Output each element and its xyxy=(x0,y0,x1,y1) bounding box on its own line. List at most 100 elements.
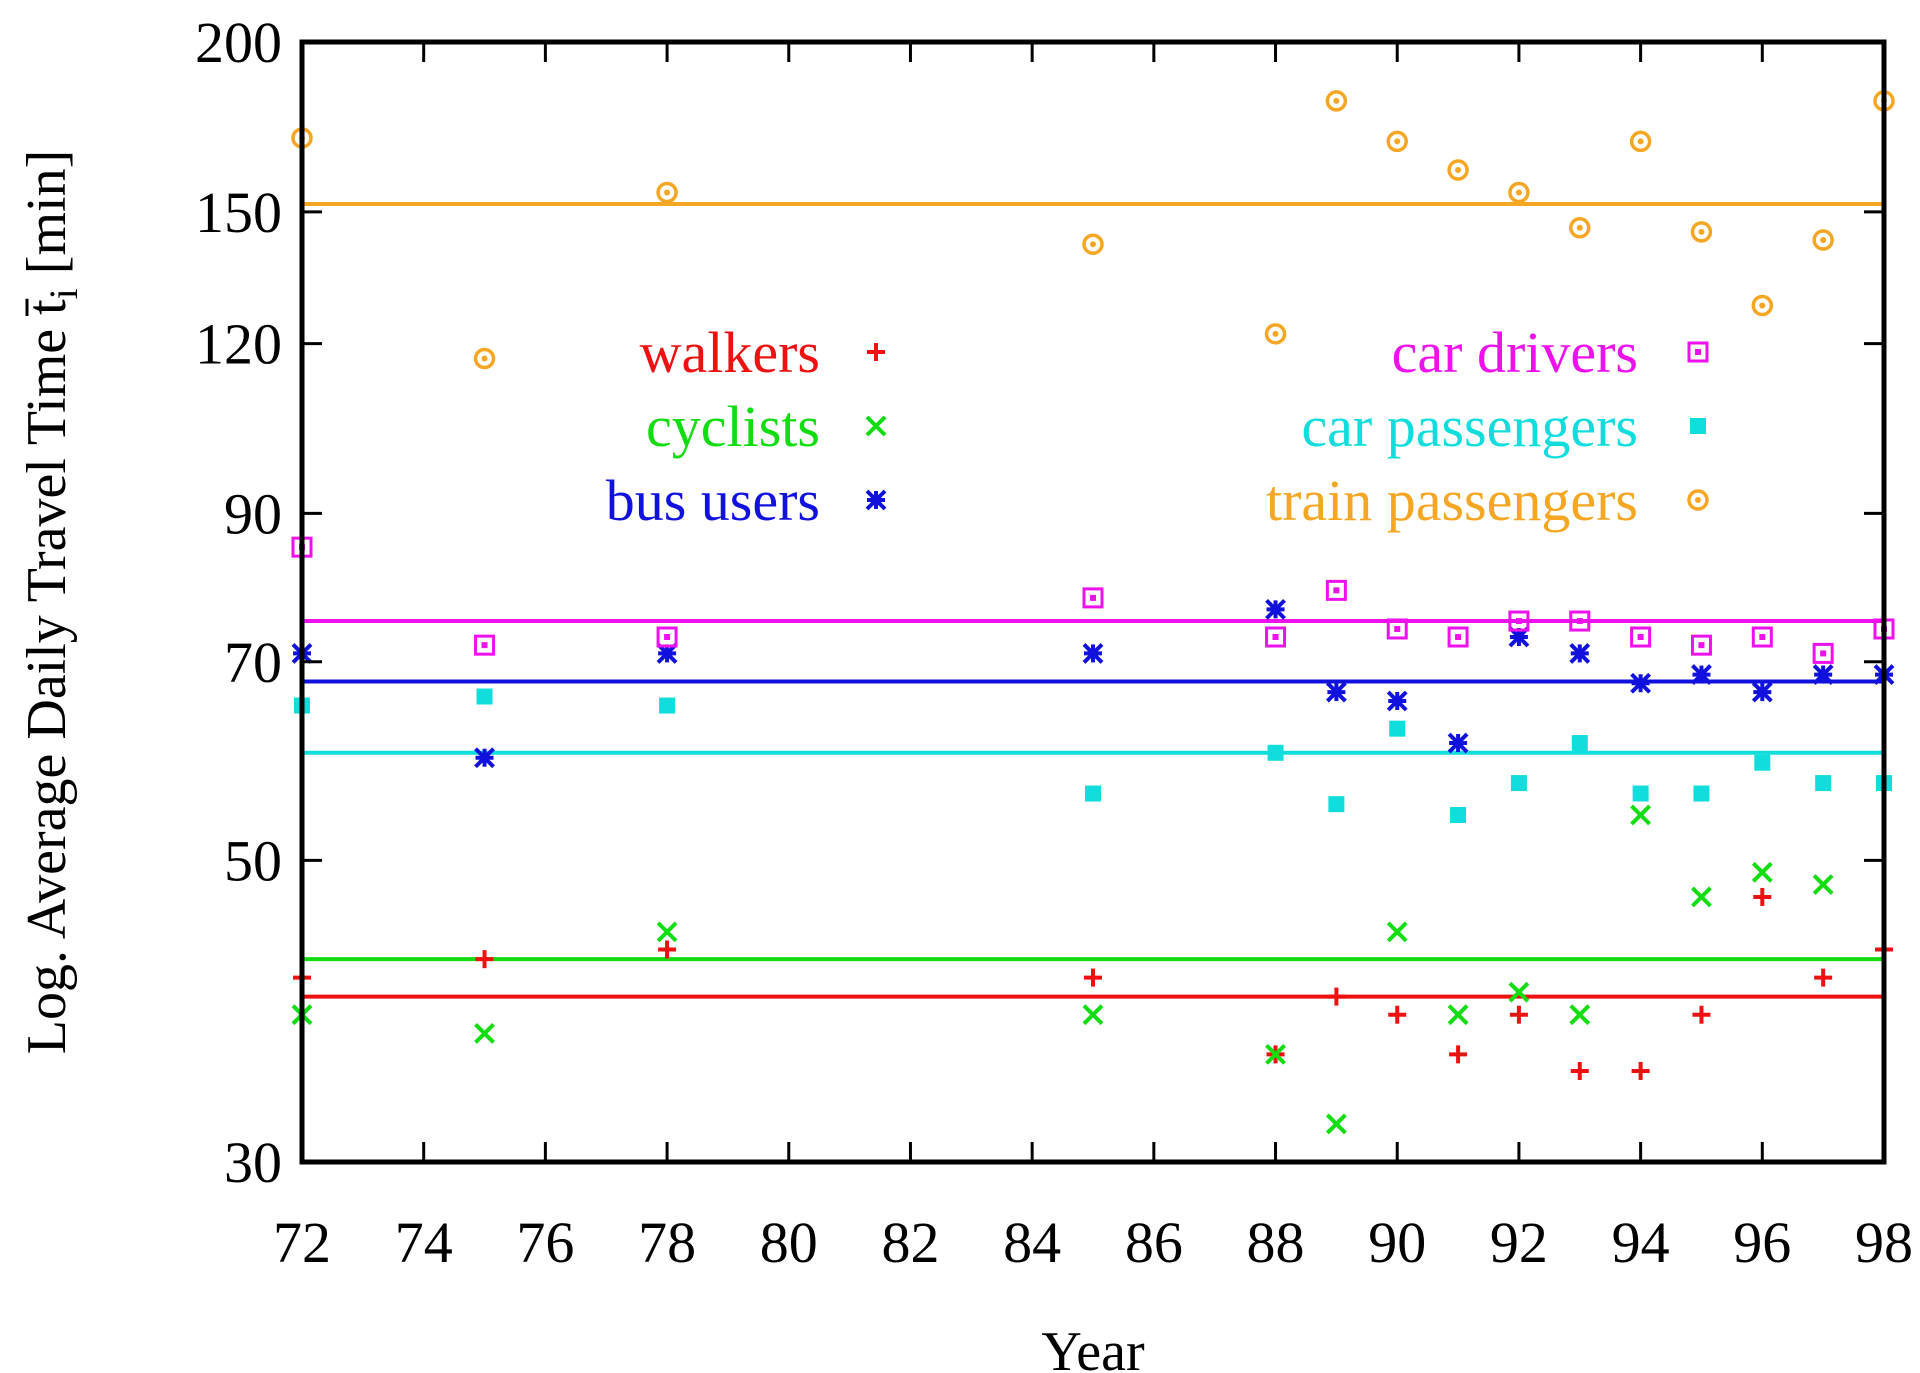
point-car-passengers-9 xyxy=(1571,735,1588,752)
point-car-passengers-8 xyxy=(1510,775,1527,792)
point-car-passengers-4 xyxy=(1267,744,1284,761)
point-train-passengers-6 xyxy=(1447,159,1469,181)
point-car-drivers-10 xyxy=(1630,626,1652,648)
point-train-passengers-10 xyxy=(1690,221,1713,243)
y-tick-label-90: 90 xyxy=(224,481,282,546)
point-walkers-1 xyxy=(475,950,494,969)
point-train-passengers-12 xyxy=(1812,229,1834,251)
point-bus-users-12 xyxy=(1751,681,1773,703)
x-tick-label-86: 86 xyxy=(1125,1210,1183,1275)
point-train-passengers-7 xyxy=(1508,181,1530,204)
point-bus-users-5 xyxy=(1325,681,1347,703)
x-tick-label-80: 80 xyxy=(760,1210,818,1275)
point-car-passengers-6 xyxy=(1389,720,1406,737)
point-walkers-11 xyxy=(1692,1005,1711,1024)
x-tick-label-92: 92 xyxy=(1490,1210,1548,1275)
y-tick-label-150: 150 xyxy=(195,180,282,245)
point-walkers-10 xyxy=(1631,1061,1650,1080)
y-axis-title: Log. Average Daily Travel Time t̄i [min] xyxy=(16,150,86,1054)
point-walkers-2 xyxy=(658,940,677,959)
point-car-passengers-13 xyxy=(1815,775,1832,792)
x-tick-label-94: 94 xyxy=(1612,1210,1670,1275)
point-cyclists-2 xyxy=(656,921,678,943)
legend-label-walkers: walkers xyxy=(640,320,820,385)
point-cyclists-6 xyxy=(1386,921,1408,943)
point-cyclists-1 xyxy=(474,1023,495,1044)
point-bus-users-10 xyxy=(1630,672,1652,694)
point-walkers-13 xyxy=(1814,968,1833,987)
point-cyclists-10 xyxy=(1630,804,1652,826)
point-car-passengers-12 xyxy=(1754,754,1771,771)
x-tick-label-82: 82 xyxy=(881,1210,939,1275)
point-train-passengers-8 xyxy=(1569,217,1591,239)
point-cyclists-12 xyxy=(1751,861,1773,883)
ticks-layer: 72 74 76 78 80 82 84 86 88 90 92 94 96 98 30 50 70 90 120 1… xyxy=(195,10,1913,1275)
extra-point-train-passengers-0 xyxy=(473,347,496,370)
point-walkers-8 xyxy=(1509,1005,1528,1024)
legend-entry-bus-users: bus users xyxy=(606,468,887,533)
legend-marker-train-passengers xyxy=(1687,489,1709,511)
point-bus-users-11 xyxy=(1691,664,1712,685)
point-car-drivers-11 xyxy=(1690,634,1712,656)
point-walkers-7 xyxy=(1449,1045,1468,1064)
y-axis-title-unit: [min] xyxy=(16,150,78,288)
x-tick-label-98: 98 xyxy=(1855,1210,1913,1275)
point-car-drivers-6 xyxy=(1386,618,1408,640)
legend: walkers cyclists bus users car drivers car p… xyxy=(606,320,1709,533)
x-tick-label-84: 84 xyxy=(1003,1210,1061,1275)
point-bus-users-4 xyxy=(1265,598,1286,620)
y-axis-title-subscript: i xyxy=(41,288,86,299)
point-cyclists-3 xyxy=(1082,1004,1104,1026)
point-walkers-5 xyxy=(1327,987,1346,1006)
point-car-drivers-2 xyxy=(656,626,678,648)
point-cyclists-9 xyxy=(1569,1004,1591,1026)
y-tick-label-70: 70 xyxy=(224,630,282,695)
point-car-passengers-2 xyxy=(659,697,676,714)
legend-entry-cyclists: cyclists xyxy=(646,394,887,459)
point-train-passengers-4 xyxy=(1325,90,1348,112)
point-cyclists-7 xyxy=(1447,1004,1469,1026)
legend-marker-car-drivers xyxy=(1687,341,1709,363)
point-bus-users-3 xyxy=(1082,642,1104,664)
point-car-passengers-7 xyxy=(1450,806,1467,823)
legend-label-car-passengers: car passengers xyxy=(1301,394,1638,459)
point-train-passengers-1 xyxy=(656,181,678,204)
point-walkers-9 xyxy=(1570,1061,1589,1080)
point-car-drivers-5 xyxy=(1325,579,1347,601)
point-train-passengers-3 xyxy=(1264,323,1287,345)
point-car-passengers-3 xyxy=(1085,785,1101,802)
y-axis-title-main: Log. Average Daily Travel Time t̄ xyxy=(16,298,78,1054)
legend-label-car-drivers: car drivers xyxy=(1392,320,1638,385)
legend-marker-car-passengers xyxy=(1690,418,1706,434)
point-car-passengers-5 xyxy=(1328,796,1345,813)
point-car-drivers-8 xyxy=(1508,610,1530,632)
point-car-drivers-3 xyxy=(1082,587,1104,609)
x-tick-label-78: 78 xyxy=(638,1210,696,1275)
point-car-drivers-9 xyxy=(1569,610,1591,632)
point-cyclists-5 xyxy=(1325,1113,1347,1135)
y-tick-label-120: 120 xyxy=(195,312,282,377)
x-tick-label-90: 90 xyxy=(1368,1210,1426,1275)
legend-marker-bus-users xyxy=(865,489,887,511)
x-tick-label-96: 96 xyxy=(1733,1210,1791,1275)
point-car-drivers-1 xyxy=(474,634,496,656)
point-car-drivers-12 xyxy=(1751,626,1773,648)
legend-entry-walkers: walkers xyxy=(640,320,885,385)
legend-label-cyclists: cyclists xyxy=(646,394,820,459)
y-tick-label-30: 30 xyxy=(224,1130,282,1195)
legend-marker-cyclists xyxy=(865,415,887,437)
point-bus-users-7 xyxy=(1447,732,1469,754)
point-train-passengers-2 xyxy=(1082,233,1104,255)
y-tick-label-50: 50 xyxy=(224,828,282,893)
point-train-passengers-9 xyxy=(1629,130,1652,153)
point-cyclists-11 xyxy=(1691,886,1712,908)
plot-frame xyxy=(299,39,1887,1165)
point-cyclists-8 xyxy=(1508,981,1530,1003)
point-train-passengers-11 xyxy=(1751,294,1774,317)
point-car-drivers-13 xyxy=(1812,642,1834,664)
series-layer xyxy=(291,90,1895,1135)
y-tick-label-200: 200 xyxy=(195,10,282,75)
point-walkers-12 xyxy=(1753,887,1772,906)
legend-label-bus-users: bus users xyxy=(606,468,820,533)
